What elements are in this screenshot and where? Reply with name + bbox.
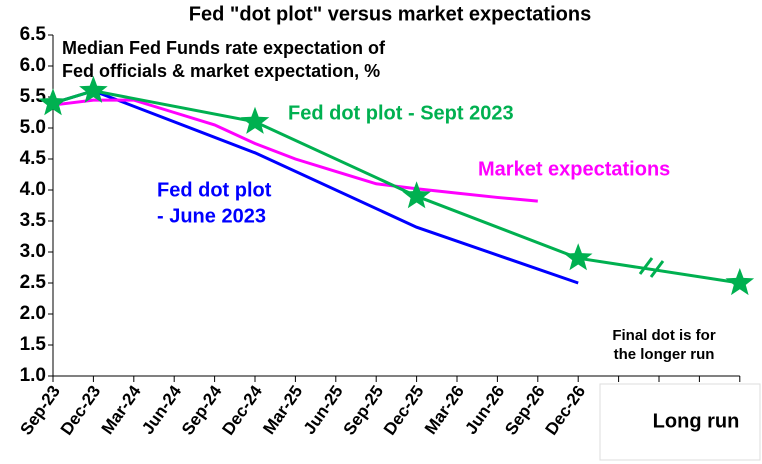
y-tick-label: 4.5 <box>20 148 47 169</box>
y-tick-label: 6.5 <box>20 24 47 45</box>
x-tick-label: Jun-26 <box>461 382 508 438</box>
y-tick-label: 3.0 <box>20 241 46 262</box>
series-label: - June 2023 <box>157 205 266 227</box>
star-marker <box>240 106 270 134</box>
long-run-box <box>599 383 761 461</box>
x-tick-label: Dec-26 <box>542 382 590 439</box>
y-tick-label: 1.0 <box>20 365 46 386</box>
x-tick-label: Mar-24 <box>98 382 145 438</box>
x-tick-label: Dec-24 <box>218 382 266 439</box>
series-line <box>52 89 741 285</box>
series-label: Fed dot plot <box>157 179 272 201</box>
star-marker <box>79 75 108 103</box>
annotation: the longer run <box>614 346 715 363</box>
x-tick-label: Mar-26 <box>421 382 468 438</box>
star-marker <box>38 88 68 116</box>
x-tick-label: Mar-25 <box>259 382 306 438</box>
x-tick-label: Dec-23 <box>57 382 105 439</box>
series-line <box>52 98 538 203</box>
annotation: Fed officials & market expectation, % <box>62 61 380 81</box>
y-tick-label: 5.5 <box>20 86 47 107</box>
y-tick-label: 6.0 <box>20 55 46 76</box>
annotation: Median Fed Funds rate expectation of <box>62 38 386 58</box>
y-tick-label: 3.5 <box>20 210 47 231</box>
x-tick-label: Long run <box>653 410 740 432</box>
annotation: Final dot is for <box>612 327 715 344</box>
label-box <box>283 97 563 129</box>
x-tick-label: Jun-24 <box>138 382 185 438</box>
y-tick-label: 1.5 <box>20 334 47 355</box>
x-tick-label: Jun-25 <box>300 382 347 438</box>
x-tick-label: Dec-25 <box>380 382 428 439</box>
x-tick-label: Sep-24 <box>178 382 226 439</box>
axis-break <box>649 260 665 278</box>
series-label: Market expectations <box>478 158 670 180</box>
x-tick-label: Sep-23 <box>16 382 64 439</box>
chart-title: Fed "dot plot" versus market expectation… <box>189 3 591 25</box>
star-marker <box>402 181 431 209</box>
y-tick-label: 2.5 <box>20 272 47 293</box>
series-label: Fed dot plot - Sept 2023 <box>288 102 514 124</box>
y-tick-label: 4.0 <box>20 179 46 200</box>
y-tick-label: 2.0 <box>20 303 46 324</box>
star-marker <box>725 268 755 296</box>
x-tick-label: Sep-25 <box>340 382 388 439</box>
star-marker <box>563 243 593 271</box>
axis-break <box>638 257 654 275</box>
y-tick-label: 5.0 <box>20 117 46 138</box>
x-tick-label: Sep-26 <box>501 382 549 439</box>
